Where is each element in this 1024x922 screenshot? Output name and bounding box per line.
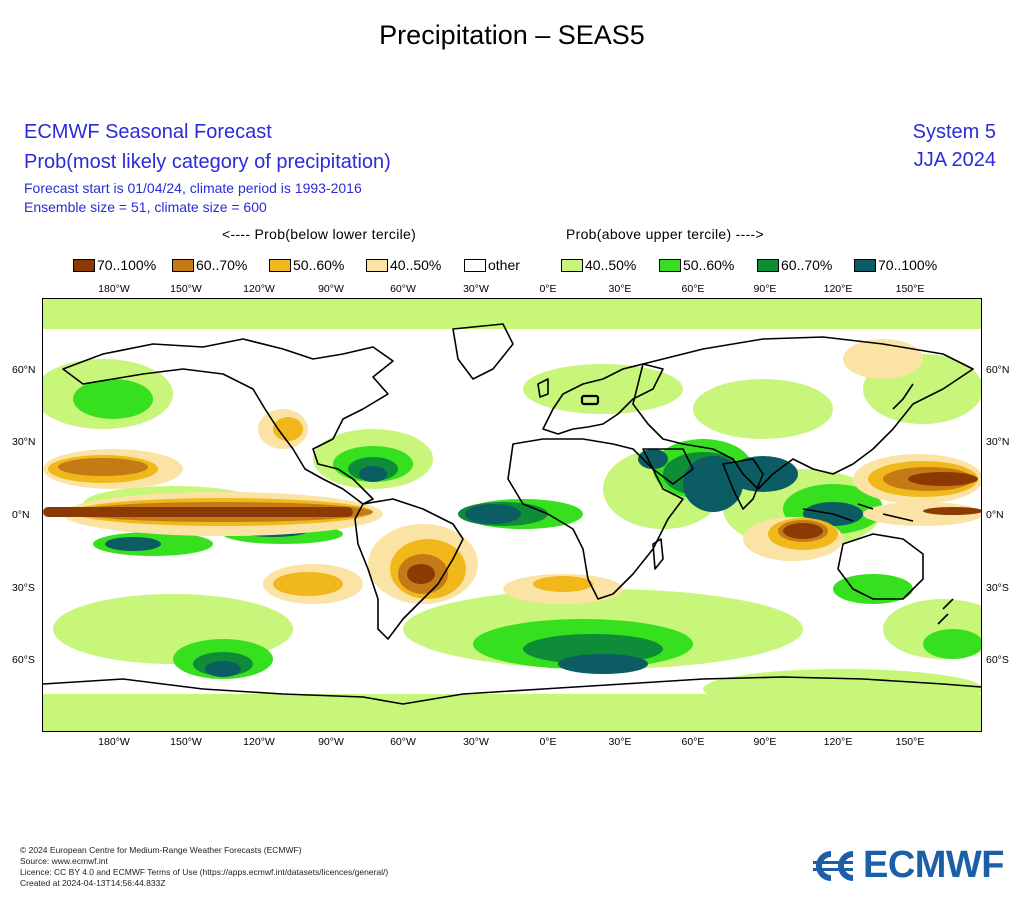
lat-label: 30°N <box>986 436 1010 448</box>
legend-below-label: <---- Prob(below lower tercile) <box>222 226 417 242</box>
lon-label: 60°E <box>681 283 705 295</box>
season-label: JJA 2024 <box>913 149 996 171</box>
legend-label: 40..50% <box>390 257 442 273</box>
legend-item: 60..70% <box>172 257 247 273</box>
lat-label: 60°N <box>986 364 1010 376</box>
system-label: System 5 <box>912 121 996 143</box>
legend-item: 40..50% <box>366 257 441 273</box>
lon-label: 120°E <box>823 736 853 748</box>
lon-label: 150°W <box>170 283 202 295</box>
legend-label: 70..100% <box>97 257 157 273</box>
legend-swatch <box>269 258 291 272</box>
lon-label: 0°E <box>539 283 557 295</box>
lon-label: 150°E <box>895 283 925 295</box>
page-title: Precipitation – SEAS5 <box>379 20 645 50</box>
legend-item: other <box>464 257 520 273</box>
prob-below-70-100 <box>43 472 981 584</box>
lon-label: 90°E <box>753 736 777 748</box>
source-text: Source: www.ecmwf.int <box>20 856 108 866</box>
legend-label: 60..70% <box>781 257 833 273</box>
forecast-title: ECMWF Seasonal Forecast <box>24 121 272 143</box>
legend-swatch <box>73 258 95 272</box>
lon-label: 150°W <box>170 736 202 748</box>
ecmwf-logo: ECMWF <box>811 844 1005 887</box>
lon-label: 90°W <box>318 283 344 295</box>
legend-swatch <box>366 258 388 272</box>
legend-item: 50..60% <box>659 257 734 273</box>
forecast-subtitle: Prob(most likely category of precipitati… <box>24 151 391 173</box>
lat-label: 60°S <box>986 654 1009 666</box>
created-text: Created at 2024-04-13T14:56:44.833Z <box>20 878 166 888</box>
lon-label: 30°W <box>463 283 489 295</box>
ecmwf-logo-text: ECMWF <box>862 844 1005 886</box>
lat-label: 30°S <box>12 582 35 594</box>
legend-swatch <box>464 258 486 272</box>
legend-label: 70..100% <box>878 257 938 273</box>
legend-item: 40..50% <box>561 257 636 273</box>
lon-label: 60°W <box>390 736 416 748</box>
lat-label: 60°N <box>12 364 36 376</box>
legend-label: 40..50% <box>585 257 637 273</box>
legend-label: 50..60% <box>293 257 345 273</box>
lon-label: 120°W <box>243 283 275 295</box>
legend-swatch <box>854 258 876 272</box>
copyright-text: © 2024 European Centre for Medium-Range … <box>20 845 302 855</box>
legend-label: 60..70% <box>196 257 248 273</box>
legend-item: 70..100% <box>73 257 156 273</box>
lon-label: 30°E <box>608 736 632 748</box>
legend-swatch <box>757 258 779 272</box>
prob-below-40-50 <box>43 339 981 604</box>
lon-label: 120°W <box>243 736 275 748</box>
lon-label: 150°E <box>895 736 925 748</box>
legend-label: other <box>488 257 520 273</box>
legend-label: 50..60% <box>683 257 735 273</box>
lat-label: 0°N <box>986 509 1004 521</box>
coastlines <box>43 323 981 705</box>
lon-label: 180°W <box>98 736 130 748</box>
ensemble-size-text: Ensemble size = 51, climate size = 600 <box>24 199 267 215</box>
highlight-box <box>580 394 600 406</box>
lat-label: 30°S <box>986 582 1009 594</box>
prob-above-70-100 <box>105 449 863 677</box>
map-svg <box>43 299 981 731</box>
legend-swatch <box>172 258 194 272</box>
lon-label: 90°W <box>318 736 344 748</box>
lat-label: 60°S <box>12 654 35 666</box>
lon-label: 60°W <box>390 283 416 295</box>
lon-label: 30°W <box>463 736 489 748</box>
legend-swatch <box>561 258 583 272</box>
lat-label: 30°N <box>12 436 36 448</box>
licence-text: Licence: CC BY 4.0 and ECMWF Terms of Us… <box>20 867 389 877</box>
precipitation-map <box>42 298 982 732</box>
lat-label: 0°N <box>12 509 30 521</box>
legend-above-label: Prob(above upper tercile) ----> <box>566 226 764 242</box>
lon-label: 0°E <box>539 736 557 748</box>
forecast-start-text: Forecast start is 01/04/24, climate peri… <box>24 180 362 196</box>
legend-item: 70..100% <box>854 257 937 273</box>
legend-item: 50..60% <box>269 257 344 273</box>
lon-label: 180°W <box>98 283 130 295</box>
legend-item: 60..70% <box>757 257 832 273</box>
ecmwf-logo-icon <box>812 850 853 881</box>
lon-label: 60°E <box>681 736 705 748</box>
legend-swatch <box>659 258 681 272</box>
lon-label: 30°E <box>608 283 632 295</box>
lon-label: 120°E <box>823 283 853 295</box>
lon-label: 90°E <box>753 283 777 295</box>
